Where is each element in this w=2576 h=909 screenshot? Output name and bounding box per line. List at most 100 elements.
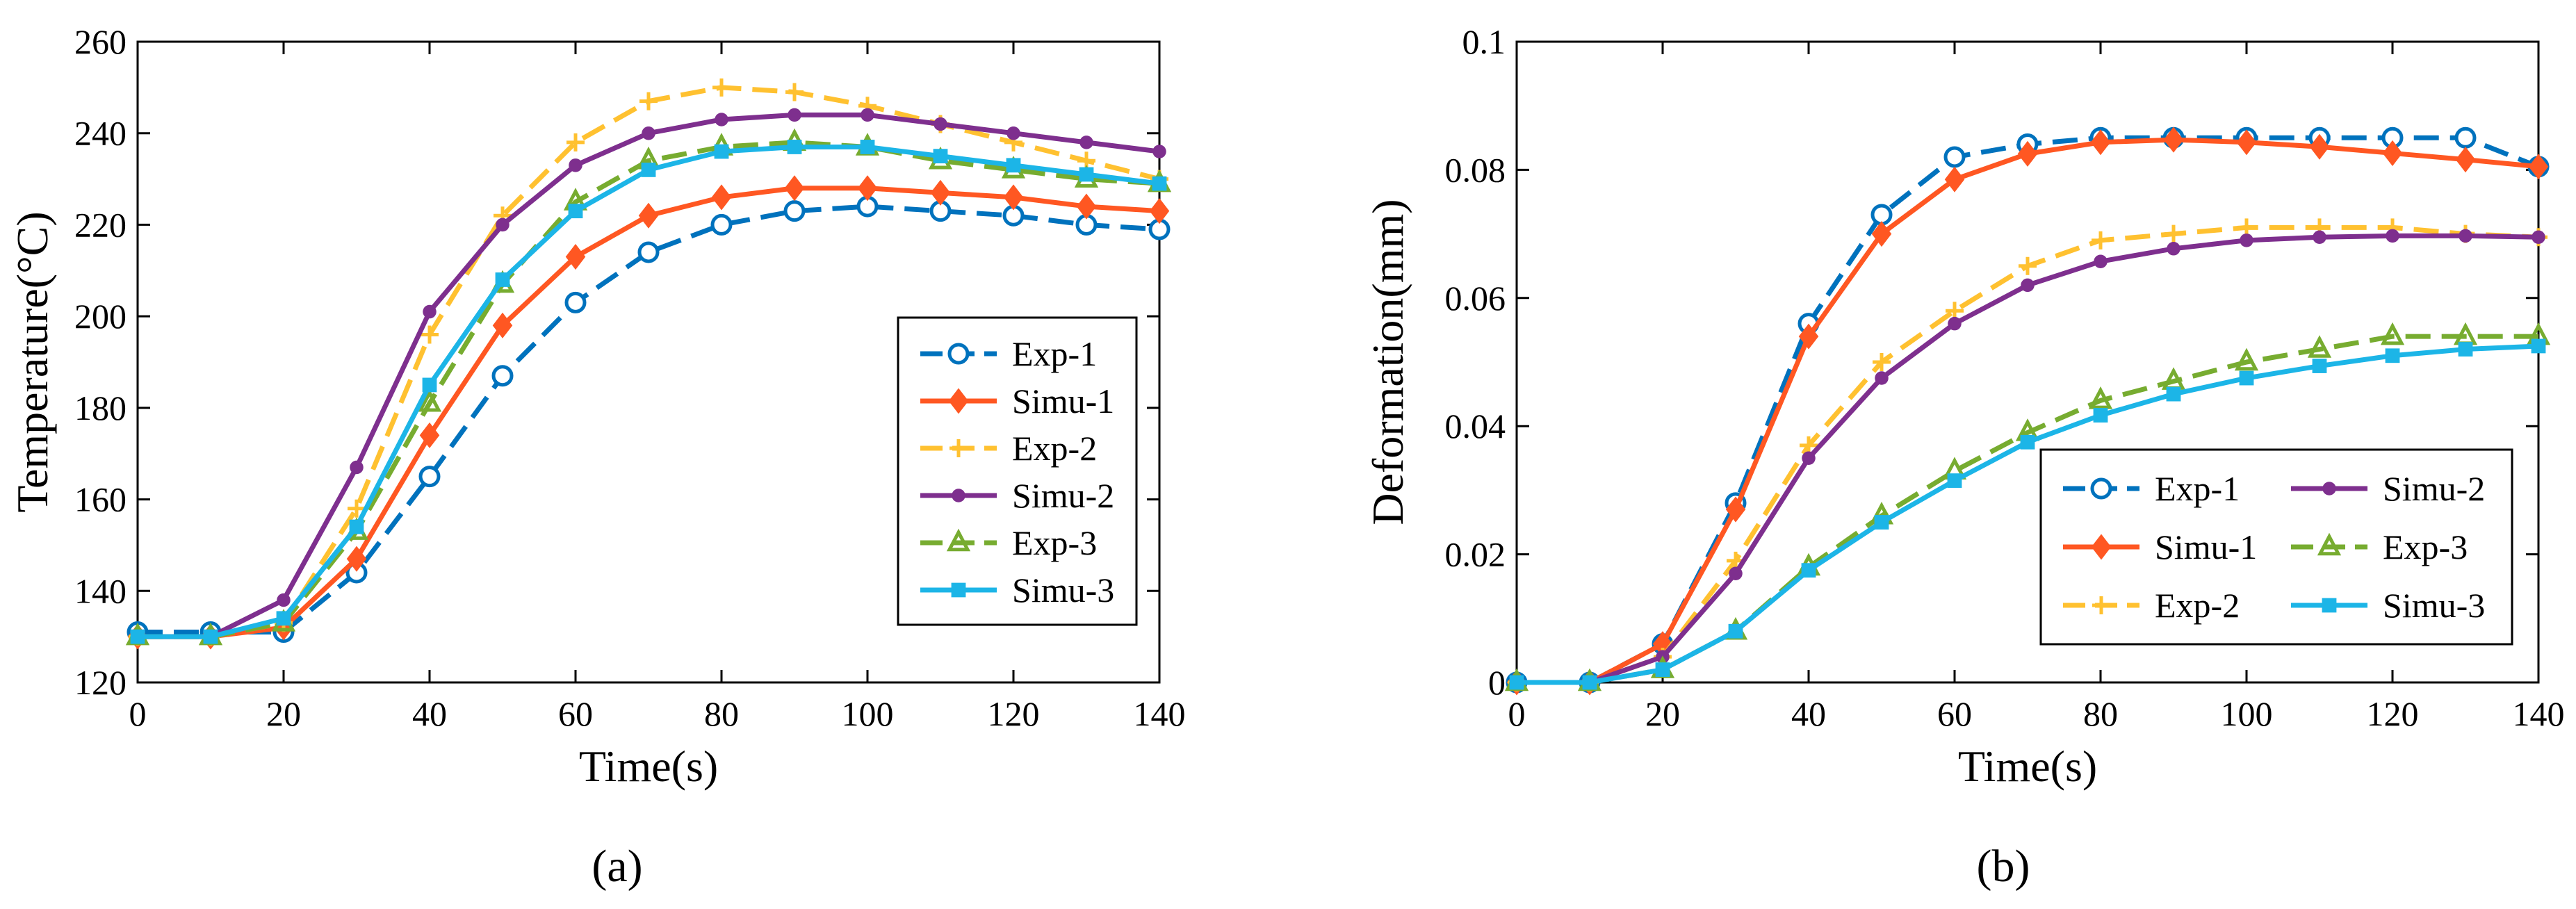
data-point-simu-2 <box>788 108 801 122</box>
legend-label: Exp-3 <box>1012 523 1097 562</box>
chart-a-temperature: 0 20 40 60 80 100 120 140 120 140 160 180 200 220 240 2… <box>8 22 1186 791</box>
legend-label: Exp-1 <box>1012 334 1097 373</box>
data-point-simu-2 <box>1152 145 1166 158</box>
data-point-simu-3 <box>714 144 729 159</box>
data-point-exp-3 <box>417 388 442 412</box>
legend-entry-exp-1: Exp-1 <box>2063 469 2240 508</box>
y-axis-label: Deformation(mm) <box>1363 199 1412 525</box>
data-point-exp-2 <box>2237 218 2256 237</box>
data-point-simu-3 <box>787 140 802 154</box>
data-point-simu-3 <box>2458 342 2473 357</box>
data-point-simu-3 <box>422 377 437 393</box>
data-point-exp-1 <box>1943 146 1966 168</box>
data-point-simu-3 <box>641 163 656 177</box>
y-axis-label: Temperature(°C) <box>8 211 57 512</box>
data-point-simu-2 <box>1802 451 1816 466</box>
data-point-simu-3 <box>203 629 218 644</box>
legend-marker-exp-3 <box>2317 532 2342 556</box>
x-tick-label: 60 <box>1937 694 1972 733</box>
data-point-simu-1 <box>784 175 805 202</box>
data-point-simu-3 <box>2020 434 2035 450</box>
data-point-simu-3 <box>2531 338 2546 354</box>
data-point-exp-2 <box>712 78 731 97</box>
data-point-simu-3 <box>1801 563 1816 578</box>
y-tick-label: 200 <box>74 297 127 336</box>
data-point-simu-1 <box>711 184 732 211</box>
data-point-exp-3 <box>2088 386 2113 409</box>
data-point-simu-1 <box>857 175 878 202</box>
data-point-simu-2 <box>2459 229 2472 243</box>
chart-b-deformation: 0 20 40 60 80 100 120 140 0 0.02 0.04 0.06 0.08 0.1 Ti… <box>1363 22 2565 791</box>
legend-label: Simu-2 <box>1012 476 1114 515</box>
legend-box <box>897 316 1138 626</box>
legend-entry-simu-3: Simu-3 <box>2291 586 2485 625</box>
data-point-simu-1 <box>1076 193 1097 220</box>
data-point-exp-3 <box>2380 322 2405 345</box>
caption-a: (a) <box>592 841 642 892</box>
data-point-simu-1 <box>419 422 440 448</box>
data-point-simu-2 <box>861 108 874 122</box>
data-point-simu-3 <box>1582 675 1597 690</box>
data-point-simu-1 <box>565 243 586 270</box>
data-point-exp-2 <box>566 133 585 152</box>
legend-marker-exp-1 <box>2090 477 2112 500</box>
plot-area-frame <box>1515 40 2540 684</box>
legend-label: Exp-2 <box>2155 586 2240 625</box>
data-point-simu-3 <box>276 611 291 626</box>
data-point-exp-1 <box>1870 204 1893 226</box>
data-point-simu-2 <box>423 304 437 319</box>
data-point-exp-1 <box>710 213 733 236</box>
x-tick-label: 20 <box>266 694 301 733</box>
y-tick-label: 240 <box>74 114 127 153</box>
data-point-simu-3 <box>2385 348 2400 363</box>
data-point-simu-2 <box>2167 242 2180 256</box>
data-point-simu-1 <box>930 179 951 206</box>
data-point-simu-3 <box>1874 515 1889 530</box>
x-tick-label: 120 <box>988 694 1040 733</box>
legend-entry-exp-3: Exp-3 <box>920 523 1097 562</box>
data-point-simu-3 <box>130 629 145 644</box>
data-point-exp-3 <box>2307 335 2332 358</box>
x-tick-label: 80 <box>2083 694 2118 733</box>
data-point-simu-3 <box>495 272 510 287</box>
data-point-simu-1 <box>1725 496 1746 523</box>
legend-label: Exp-1 <box>2155 469 2240 508</box>
legend-marker-exp-2 <box>2092 596 2110 614</box>
data-point-simu-2 <box>1948 316 1962 331</box>
legend-entry-exp-2: Exp-2 <box>920 429 1097 468</box>
data-point-simu-1 <box>2382 140 2403 166</box>
legend-label: Simu-2 <box>2383 469 2485 508</box>
x-tick-label: 40 <box>412 694 447 733</box>
legend-entry-simu-1: Simu-1 <box>2063 527 2257 566</box>
series-line-exp-1 <box>138 204 1160 635</box>
x-tick-label: 0 <box>129 694 147 733</box>
x-tick-label: 60 <box>558 694 593 733</box>
data-point-simu-3 <box>349 519 364 534</box>
data-point-simu-3 <box>1509 675 1524 690</box>
legend-marker-exp-3 <box>946 528 971 552</box>
data-point-exp-2 <box>639 92 658 110</box>
data-point-simu-1 <box>2455 147 2476 173</box>
x-tick-label: 140 <box>2513 694 2565 733</box>
legend-entry-simu-3: Simu-3 <box>920 571 1114 609</box>
series-simu-3 <box>1509 338 2546 690</box>
data-point-simu-1 <box>2090 129 2111 156</box>
legend-entry-exp-3: Exp-3 <box>2291 527 2468 566</box>
data-point-simu-3 <box>568 204 583 219</box>
x-tick-label: 80 <box>704 694 739 733</box>
legend-label: Simu-3 <box>2383 586 2485 625</box>
legend-marker-simu-3 <box>2322 598 2337 613</box>
data-point-exp-1 <box>783 200 806 222</box>
data-point-simu-3 <box>1079 167 1094 182</box>
data-point-simu-2 <box>1006 126 1020 140</box>
legend-marker-simu-1 <box>948 388 969 414</box>
data-point-simu-1 <box>2528 154 2549 180</box>
data-point-simu-2 <box>2313 230 2326 244</box>
data-point-simu-3 <box>1655 662 1670 677</box>
data-point-simu-3 <box>860 140 875 154</box>
y-tick-label: 180 <box>74 388 127 427</box>
data-point-simu-2 <box>569 158 582 172</box>
data-point-simu-2 <box>2386 229 2399 243</box>
data-point-simu-1 <box>638 202 659 229</box>
data-point-simu-3 <box>2166 386 2181 402</box>
